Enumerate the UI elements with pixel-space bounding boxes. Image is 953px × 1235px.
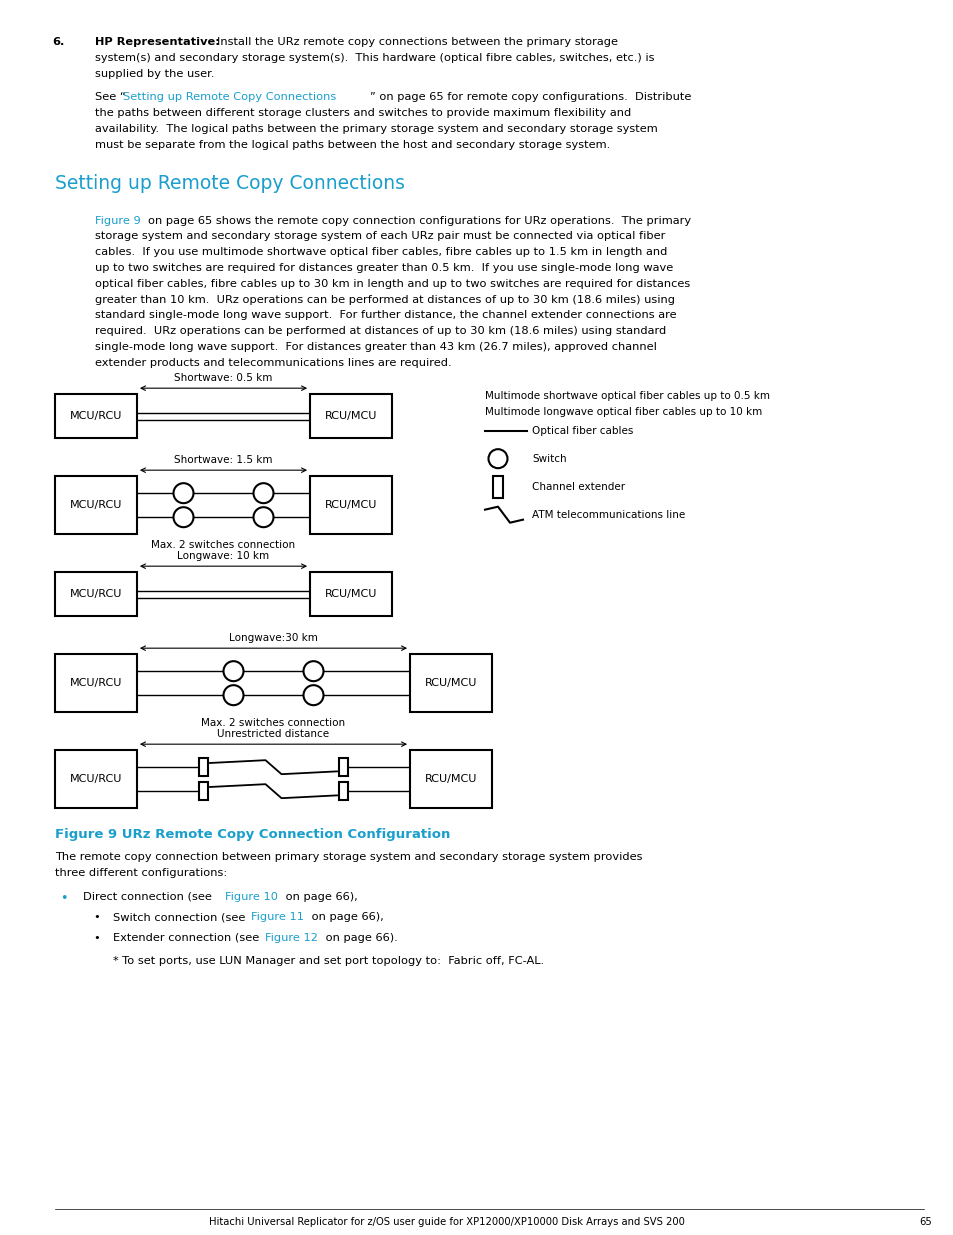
Circle shape bbox=[488, 450, 507, 468]
Bar bbox=[338, 782, 348, 800]
Text: availability.  The logical paths between the primary storage system and secondar: availability. The logical paths between … bbox=[95, 124, 657, 133]
Bar bbox=[310, 394, 392, 438]
Text: •: • bbox=[92, 913, 100, 923]
Text: on page 66).: on page 66). bbox=[322, 932, 397, 942]
Text: •: • bbox=[60, 892, 68, 905]
Text: MCU/RCU: MCU/RCU bbox=[70, 589, 122, 599]
Bar bbox=[310, 477, 392, 535]
Text: •: • bbox=[92, 932, 100, 942]
Text: cables.  If you use multimode shortwave optical fiber cables, fibre cables up to: cables. If you use multimode shortwave o… bbox=[95, 247, 667, 257]
Text: RCU/MCU: RCU/MCU bbox=[324, 411, 376, 421]
Text: Setting up Remote Copy Connections: Setting up Remote Copy Connections bbox=[55, 174, 405, 194]
Text: Unrestricted distance: Unrestricted distance bbox=[217, 729, 329, 740]
Text: on page 66),: on page 66), bbox=[282, 892, 357, 902]
Text: MCU/RCU: MCU/RCU bbox=[70, 774, 122, 784]
Bar bbox=[55, 477, 137, 535]
Text: must be separate from the logical paths between the host and secondary storage s: must be separate from the logical paths … bbox=[95, 140, 610, 149]
Text: Install the URz remote copy connections between the primary storage: Install the URz remote copy connections … bbox=[216, 37, 618, 47]
Text: Switch: Switch bbox=[532, 453, 566, 463]
Text: required.  URz operations can be performed at distances of up to 30 km (18.6 mil: required. URz operations can be performe… bbox=[95, 326, 665, 336]
Text: system(s) and secondary storage system(s).  This hardware (optical fibre cables,: system(s) and secondary storage system(s… bbox=[95, 53, 654, 63]
Bar bbox=[338, 758, 348, 776]
Bar bbox=[55, 655, 137, 713]
Bar bbox=[410, 655, 492, 713]
Circle shape bbox=[223, 661, 243, 682]
Text: Figure 11: Figure 11 bbox=[251, 913, 304, 923]
Text: Longwave: 10 km: Longwave: 10 km bbox=[177, 551, 270, 561]
Text: extender products and telecommunications lines are required.: extender products and telecommunications… bbox=[95, 358, 451, 368]
Text: RCU/MCU: RCU/MCU bbox=[324, 589, 376, 599]
Text: on page 66),: on page 66), bbox=[308, 913, 383, 923]
Text: single-mode long wave support.  For distances greater than 43 km (26.7 miles), a: single-mode long wave support. For dista… bbox=[95, 342, 657, 352]
Text: Direct connection (see: Direct connection (see bbox=[83, 892, 215, 902]
Circle shape bbox=[253, 483, 274, 503]
Text: on page 65 shows the remote copy connection configurations for URz operations.  : on page 65 shows the remote copy connect… bbox=[149, 216, 691, 226]
Circle shape bbox=[303, 685, 323, 705]
Text: Longwave:30 km: Longwave:30 km bbox=[229, 634, 317, 643]
Text: 65: 65 bbox=[918, 1216, 931, 1228]
Bar bbox=[199, 782, 208, 800]
Text: HP Representative:: HP Representative: bbox=[95, 37, 219, 47]
Bar bbox=[310, 572, 392, 616]
Text: Max. 2 switches connection: Max. 2 switches connection bbox=[152, 540, 295, 550]
Text: Switch connection (see: Switch connection (see bbox=[112, 913, 249, 923]
Bar bbox=[493, 475, 502, 498]
Text: RCU/MCU: RCU/MCU bbox=[424, 678, 476, 688]
Text: Figure 9 URz Remote Copy Connection Configuration: Figure 9 URz Remote Copy Connection Conf… bbox=[55, 829, 450, 841]
Text: storage system and secondary storage system of each URz pair must be connected v: storage system and secondary storage sys… bbox=[95, 231, 664, 241]
Text: Channel extender: Channel extender bbox=[532, 482, 624, 492]
Text: Hitachi Universal Replicator for z/OS user guide for XP12000/XP10000 Disk Arrays: Hitachi Universal Replicator for z/OS us… bbox=[209, 1216, 684, 1228]
Text: Figure 12: Figure 12 bbox=[265, 932, 317, 942]
Text: 6.: 6. bbox=[52, 37, 64, 47]
Bar bbox=[199, 758, 208, 776]
Text: standard single-mode long wave support.  For further distance, the channel exten: standard single-mode long wave support. … bbox=[95, 310, 676, 320]
Text: * To set ports, use LUN Manager and set port topology to:  Fabric off, FC-AL.: * To set ports, use LUN Manager and set … bbox=[112, 956, 543, 967]
Text: ATM telecommunications line: ATM telecommunications line bbox=[532, 510, 684, 520]
Text: Shortwave: 1.5 km: Shortwave: 1.5 km bbox=[174, 456, 273, 466]
Text: Figure 10: Figure 10 bbox=[225, 892, 277, 902]
Circle shape bbox=[223, 685, 243, 705]
Text: the paths between different storage clusters and switches to provide maximum fle: the paths between different storage clus… bbox=[95, 109, 631, 119]
Circle shape bbox=[253, 508, 274, 527]
Text: MCU/RCU: MCU/RCU bbox=[70, 411, 122, 421]
Text: MCU/RCU: MCU/RCU bbox=[70, 500, 122, 510]
Text: Extender connection (see: Extender connection (see bbox=[112, 932, 263, 942]
Text: greater than 10 km.  URz operations can be performed at distances of up to 30 km: greater than 10 km. URz operations can b… bbox=[95, 294, 675, 305]
Bar bbox=[410, 750, 492, 808]
Text: MCU/RCU: MCU/RCU bbox=[70, 678, 122, 688]
Text: Setting up Remote Copy Connections: Setting up Remote Copy Connections bbox=[123, 93, 336, 103]
Text: three different configurations:: three different configurations: bbox=[55, 868, 227, 878]
Text: supplied by the user.: supplied by the user. bbox=[95, 69, 214, 79]
Circle shape bbox=[173, 508, 193, 527]
Text: ” on page 65 for remote copy configurations.  Distribute: ” on page 65 for remote copy configurati… bbox=[369, 93, 690, 103]
Text: optical fiber cables, fibre cables up to 30 km in length and up to two switches : optical fiber cables, fibre cables up to… bbox=[95, 279, 690, 289]
Bar bbox=[55, 572, 137, 616]
Text: RCU/MCU: RCU/MCU bbox=[324, 500, 376, 510]
Text: Shortwave: 0.5 km: Shortwave: 0.5 km bbox=[174, 373, 273, 383]
Circle shape bbox=[173, 483, 193, 503]
Text: Max. 2 switches connection: Max. 2 switches connection bbox=[201, 719, 345, 729]
Circle shape bbox=[303, 661, 323, 682]
Text: up to two switches are required for distances greater than 0.5 km.  If you use s: up to two switches are required for dist… bbox=[95, 263, 673, 273]
Text: Figure 9: Figure 9 bbox=[95, 216, 141, 226]
Text: Multimode shortwave optical fiber cables up to 0.5 km: Multimode shortwave optical fiber cables… bbox=[484, 391, 769, 401]
Text: See “: See “ bbox=[95, 93, 126, 103]
Text: RCU/MCU: RCU/MCU bbox=[424, 774, 476, 784]
Text: Optical fiber cables: Optical fiber cables bbox=[532, 426, 633, 436]
Text: The remote copy connection between primary storage system and secondary storage : The remote copy connection between prima… bbox=[55, 852, 641, 862]
Text: Multimode longwave optical fiber cables up to 10 km: Multimode longwave optical fiber cables … bbox=[484, 408, 761, 417]
Bar bbox=[55, 750, 137, 808]
Bar bbox=[55, 394, 137, 438]
